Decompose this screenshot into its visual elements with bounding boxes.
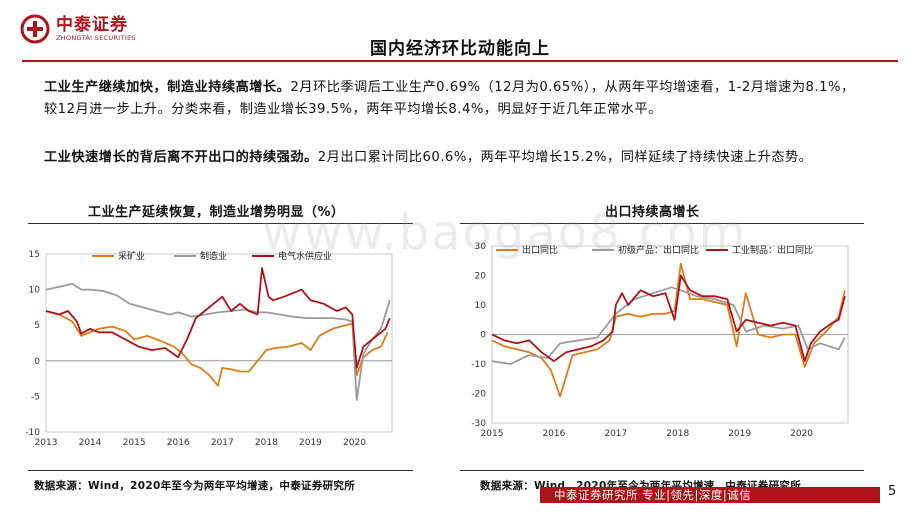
paragraph-industry: 工业生产继续加快，制造业持续高增长。2月环比季调后工业生产0.69%（12月为0… [44,77,864,121]
chart1-x-tick: 2016 [167,438,190,448]
chart1-x-tick: 2013 [35,438,58,448]
chart1-legend-label-2: 制造业 [200,250,227,262]
chart1-source: 数据来源：Wind，2020年至今为两年平均增速，中泰证券研究所 [34,480,355,492]
chart2-title: 出口持续高增长 [605,205,700,220]
brand-name-en: ZHONGTAI SECURITIES [56,34,136,42]
page-number: 5 [888,484,897,499]
brand-name-cn: 中泰证券 [56,15,128,35]
watermark: www.baogao8.com [262,205,748,261]
chart2-bottom-rule [460,470,864,471]
chart1-y-tick: -5 [31,392,40,402]
paragraph-export: 工业快速增长的背后离不开出口的持续强劲。2月出口累计同比60.6%，两年平均增长… [44,147,864,169]
paragraph-industry-lead: 工业生产继续加快，制造业持续高增长。 [44,80,291,95]
chart2-legend-label-2: 初级产品：出口同比 [618,244,699,256]
chart2-y-tick: 30 [475,242,487,252]
chart1-y-tick: -10 [25,428,40,438]
brand-logo: 中泰证券 ZHONGTAI SECURITIES [20,14,136,44]
chart2-x-tick: 2016 [542,429,565,439]
chart1-x-tick: 2015 [123,438,146,448]
chart2: -30 -20 -10 0 10 20 30 2015 2016 2017 2018 2019 2020… [471,242,849,439]
chart2-y-tick: 10 [475,301,487,311]
chart2-y-tick: -10 [471,360,486,370]
paragraph-industry-body: 2月环比季调后工业生产0.69%（12月为0.65%），从两年平均增速看，1-2… [44,80,855,117]
chart2-legend-label-3: 工业制品：出口同比 [732,244,813,256]
chart1-y-tick: 5 [34,321,40,331]
chart1-series-line-1 [45,310,389,387]
paragraph-export-lead: 工业快速增长的背后离不开出口的持续强劲。 [44,150,318,165]
chart2-x-tick: 2017 [604,429,627,439]
chart1-x-tick: 2017 [211,438,234,448]
chart1-plot-frame [45,253,393,433]
chart2-y-tick: 20 [475,272,487,282]
chart1-y-tick: 0 [34,357,40,367]
chart1-x-tick: 2020 [343,438,366,448]
chart1-top-rule [28,223,413,224]
footer-slogan: 中泰证券研究所 专业|领先|深度|诚信 [540,487,880,503]
chart2-y-tick: 0 [480,331,486,341]
page-title: 国内经济环比动能向上 [370,39,550,59]
chart2-legend-label-1: 出口同比 [522,244,558,256]
chart1-y-tick: 10 [29,286,41,296]
chart2-x-tick: 2019 [728,429,751,439]
chart2-x-tick: 2020 [790,429,813,439]
chart1-series-line-3 [45,267,391,369]
chart1-title: 工业生产延续恢复，制造业增势明显（%） [88,205,345,220]
chart2-top-rule [460,223,864,224]
chart2-series-line-1 [491,262,846,398]
chart1-x-tick: 2018 [255,438,278,448]
chart1-legend-label-1: 采矿业 [118,250,145,262]
chart1-x-tick: 2014 [79,438,102,448]
chart2-y-tick: -30 [471,419,486,429]
chart1: -10 -5 0 5 10 15 2013 2014 2015 2016 2017 2018 2019 2… [25,250,393,448]
chart1-y-tick: 15 [29,250,40,260]
chart2-y-tick: -20 [471,390,486,400]
logo-mark-icon [20,14,50,44]
chart1-bottom-rule [28,470,413,471]
chart2-series-line-2 [491,286,846,365]
chart2-x-tick: 2015 [481,429,504,439]
title-divider [22,60,898,62]
chart2-x-tick: 2018 [666,429,689,439]
chart1-legend-label-3: 电气水供应业 [278,250,332,262]
paragraph-export-body: 2月出口累计同比60.6%，两年平均增长15.2%，同样延续了持续快速上升态势。 [317,150,813,165]
chart1-x-tick: 2019 [299,438,322,448]
chart2-series-line-3 [491,274,846,363]
